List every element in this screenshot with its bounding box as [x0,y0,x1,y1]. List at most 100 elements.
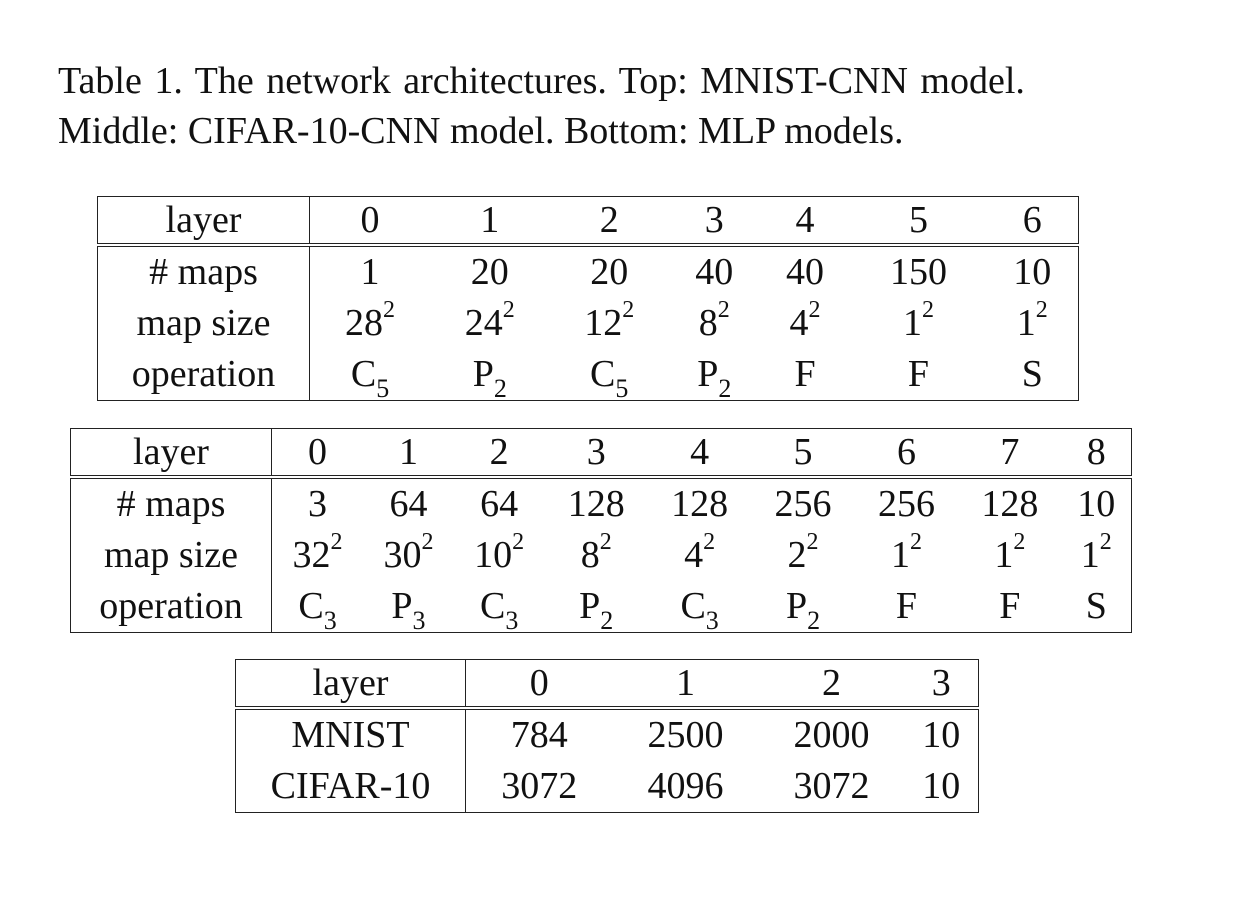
table-cell: P2 [751,581,854,633]
layer-index: 1 [363,428,454,479]
cell-value: 784 [510,714,568,756]
cell-value: F [895,585,917,627]
cell-value: P [472,353,494,395]
table-cell: 3 [272,477,364,530]
table-cell: 4096 [612,761,758,813]
layer-index: 2 [549,196,669,247]
table-cell: F [850,349,986,401]
cell-superscript: 2 [599,529,612,556]
cell-superscript: 2 [1035,297,1048,324]
cell-value: S [1021,353,1043,395]
cell-value: 256 [877,483,935,525]
cell-value: 1 [994,534,1014,576]
layer-index: 2 [453,428,545,479]
cell-value: 4096 [647,765,724,807]
cell-value: C [298,585,324,627]
row-label: operation [70,581,272,633]
cell-value: 3072 [501,765,578,807]
table-cell: 2500 [612,708,758,761]
table-cell: 302 [363,530,454,581]
cell-subscript: 2 [718,373,732,403]
cell-superscript: 2 [806,529,819,556]
cell-value: P [391,585,413,627]
layer-index: 6 [986,196,1079,247]
layer-index: 6 [854,428,959,479]
table-cell: 128 [958,477,1061,530]
header-label: layer [70,428,272,479]
table-row: map size 282 242 122 82 42 12 12 [97,297,1079,349]
layer-index: 2 [758,659,905,710]
cell-value: 64 [480,483,519,525]
cell-subscript: 2 [600,605,614,635]
cell-subscript: 5 [615,373,629,403]
cifar-cnn-table: layer 0 1 2 3 4 5 6 7 8 # maps 3 64 64 128 128 256 256 128… [70,428,1132,633]
table-cell: 40 [669,245,760,298]
layer-index: 5 [850,196,987,247]
table-cell: C5 [550,349,669,401]
table-cell: 10 [1062,477,1132,530]
layer-index: 7 [958,428,1062,479]
cell-value: 1 [1016,302,1036,344]
row-label: map size [97,298,310,349]
cell-value: 8 [580,534,600,576]
header-row: layer 0 1 2 3 [235,659,979,710]
cell-value: P [785,585,808,627]
layer-index: 3 [668,196,760,247]
cell-subscript: 5 [376,373,390,403]
layer-index: 0 [309,196,431,247]
header-row: layer 0 1 2 3 4 5 6 [97,196,1079,247]
cell-superscript: 2 [1099,529,1112,556]
table-cell: 10 [905,708,979,761]
table-cell: 102 [454,530,545,581]
cell-value: 150 [889,251,947,293]
cell-value: 12 [584,302,623,344]
table-cell: 20 [430,245,549,298]
table-cell: P2 [430,349,549,401]
cell-value: 2 [787,534,807,576]
cell-value: P [579,585,601,627]
row-label: CIFAR-10 [235,761,466,813]
table-caption: Table 1. The network architectures. Top:… [58,56,1158,156]
cell-value: C [590,353,616,395]
cell-value: 128 [981,483,1039,525]
table-cell: 256 [751,477,854,530]
cell-value: 40 [695,251,734,293]
cell-value: F [794,353,816,395]
cell-value: 128 [671,483,729,525]
cell-superscript: 2 [383,297,396,324]
cell-value: 256 [774,483,832,525]
table-row: map size 322 302 102 82 42 22 12 12 12 [70,529,1132,581]
table-cell: 12 [958,530,1061,581]
header-row: layer 0 1 2 3 4 5 6 7 8 [70,428,1132,479]
row-label: MNIST [235,708,466,761]
table-cell: 82 [545,530,648,581]
cell-value: 1 [1080,534,1100,576]
table-cell: 3072 [466,761,613,813]
cell-value: 10 [922,765,961,807]
cell-value: 2000 [793,714,870,756]
cell-value: 30 [383,534,422,576]
table-cell: 3072 [758,761,904,813]
cell-superscript: 2 [808,297,821,324]
table-cell: F [855,581,958,633]
table-cell: 242 [430,298,549,349]
table-cell: 20 [550,245,669,298]
table-cell: 150 [850,245,986,298]
cell-value: F [907,353,930,395]
table-cell: P2 [669,349,760,401]
mlp-table: layer 0 1 2 3 MNIST 784 2500 2000 10 CIFAR-10 3072 4… [235,659,979,813]
cell-value: 20 [590,251,629,293]
cell-value: 64 [389,483,428,525]
cell-value: 2500 [647,714,724,756]
table-cell: 22 [751,530,854,581]
header-label: layer [97,196,310,247]
table-cell: 82 [669,298,760,349]
table-cell: 122 [550,298,669,349]
cell-value: 40 [786,251,825,293]
cell-value: F [999,585,1021,627]
table-cell: 42 [760,298,851,349]
cell-value: C [680,585,706,627]
cell-value: 1 [902,302,922,344]
table-row: CIFAR-10 3072 4096 3072 10 [235,761,979,813]
layer-index: 8 [1061,428,1132,479]
